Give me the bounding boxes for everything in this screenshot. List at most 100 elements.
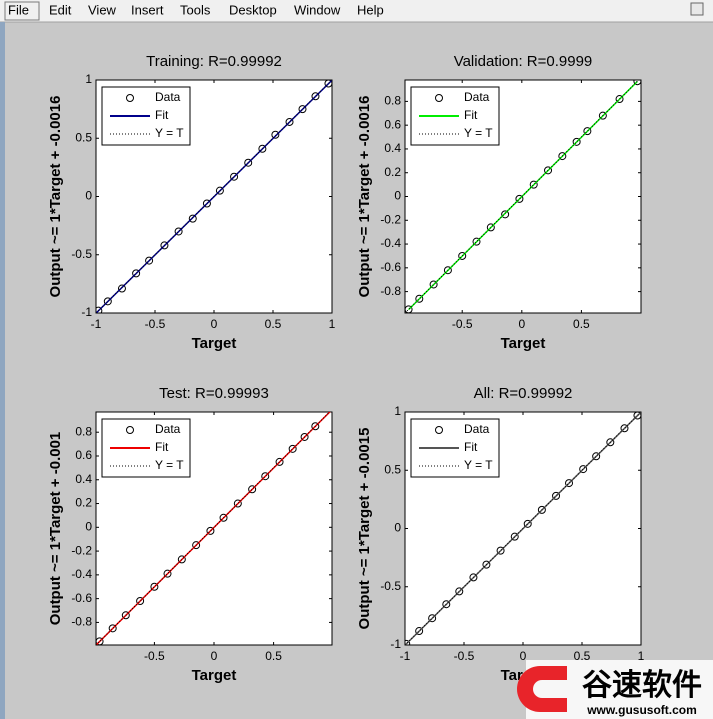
- data-point: [486, 223, 495, 232]
- x-tick-label: -1: [400, 649, 411, 663]
- legend-label: Data: [155, 90, 181, 104]
- data-point: [620, 424, 629, 433]
- x-tick-label: 0.5: [574, 649, 591, 663]
- data-point: [188, 214, 197, 223]
- y-tick-label: -0.2: [71, 543, 92, 557]
- x-tick-label: -1: [91, 317, 102, 331]
- y-tick-label: -0.5: [71, 247, 92, 261]
- plot-area: [96, 80, 332, 313]
- data-point: [428, 614, 437, 623]
- x-tick-label: -0.5: [145, 317, 166, 331]
- y-tick-label: -0.2: [380, 212, 401, 226]
- menu-item[interactable]: Insert: [131, 2, 164, 17]
- y-tick-label: 1: [394, 404, 401, 418]
- y-tick-label: 0.6: [75, 448, 92, 462]
- legend-marker: [126, 426, 134, 434]
- data-point: [501, 210, 510, 219]
- line: [96, 412, 331, 645]
- data-point: [415, 627, 424, 636]
- menu-item[interactable]: File: [8, 2, 29, 17]
- menu-bar: [0, 0, 713, 22]
- y-tick-label: 0: [85, 189, 92, 203]
- y-tick-label: 0.8: [75, 424, 92, 438]
- y-tick-label: 0.4: [75, 472, 92, 486]
- data-point: [544, 166, 553, 175]
- data-point: [583, 127, 592, 136]
- data-point: [598, 111, 607, 120]
- y-tick-label: 0.2: [384, 165, 401, 179]
- y-tick-label: 0.5: [384, 462, 401, 476]
- data-point: [552, 491, 561, 500]
- menu-item[interactable]: Tools: [180, 2, 211, 17]
- data-point: [565, 479, 574, 488]
- data-point: [285, 117, 294, 126]
- plot-area: [405, 412, 641, 645]
- data-point: [233, 499, 242, 508]
- watermark-brand: 谷速软件: [582, 669, 702, 702]
- y-axis-label: Output ~= 1*Target + -0.001: [47, 432, 64, 626]
- data-point: [606, 438, 615, 447]
- data-point: [558, 152, 567, 161]
- data-point: [592, 452, 601, 461]
- legend-label: Y = T: [464, 126, 493, 140]
- x-tick-label: -0.5: [452, 317, 473, 331]
- data-point: [429, 280, 438, 289]
- menu-item[interactable]: Window: [294, 2, 341, 17]
- menu-item[interactable]: Desktop: [229, 2, 277, 17]
- y-tick-label: -0.8: [380, 284, 401, 298]
- data-point: [633, 412, 641, 420]
- legend-label: Data: [464, 422, 490, 436]
- data-point: [523, 519, 532, 528]
- data-point: [136, 597, 145, 606]
- y-tick-label: 0.6: [384, 117, 401, 131]
- data-point: [271, 130, 280, 139]
- data-point: [145, 256, 154, 265]
- line: [405, 80, 639, 313]
- menu-item[interactable]: Edit: [49, 2, 72, 17]
- data-point: [510, 532, 519, 541]
- x-axis-label: Target: [192, 667, 237, 684]
- data-point: [615, 95, 624, 104]
- menu-item[interactable]: View: [88, 2, 117, 17]
- chart-title: All: R=0.99992: [474, 385, 573, 402]
- y-tick-label: -0.4: [380, 236, 401, 250]
- data-point: [261, 472, 270, 481]
- data-point: [202, 199, 211, 208]
- data-point: [572, 137, 581, 146]
- y-axis-label: Output ~= 1*Target + -0.0015: [356, 428, 373, 630]
- data-point: [258, 144, 267, 153]
- line: [96, 80, 332, 313]
- data-point: [160, 241, 169, 250]
- data-point: [103, 297, 112, 306]
- data-point: [469, 573, 478, 582]
- y-tick-label: 0: [394, 189, 401, 203]
- y-tick-label: -0.5: [380, 579, 401, 593]
- close-button[interactable]: [690, 2, 704, 16]
- data-point: [496, 546, 505, 555]
- x-axis-label: Target: [192, 335, 237, 352]
- legend-marker: [435, 426, 443, 434]
- data-point: [442, 600, 451, 609]
- x-tick-label: 0: [520, 649, 527, 663]
- legend-label: Y = T: [155, 126, 184, 140]
- data-point: [215, 186, 224, 195]
- data-point: [415, 294, 424, 303]
- legend-label: Data: [155, 422, 181, 436]
- legend-label: Fit: [464, 440, 478, 454]
- data-point: [311, 92, 320, 101]
- y-tick-label: 0: [394, 521, 401, 535]
- y-axis-label: Output ~= 1*Target + -0.0016: [47, 96, 64, 298]
- chart-title: Test: R=0.99993: [159, 385, 269, 402]
- legend-label: Y = T: [464, 458, 493, 472]
- data-point: [515, 194, 524, 203]
- data-point: [579, 465, 588, 474]
- data-point: [633, 80, 641, 86]
- menu-item[interactable]: Help: [357, 2, 384, 17]
- data-point: [206, 526, 215, 535]
- data-point: [108, 624, 117, 633]
- data-point: [248, 485, 257, 494]
- x-tick-label: 0.5: [573, 317, 590, 331]
- line: [405, 412, 641, 645]
- watermark: 谷速软件 www.gususoft.com: [517, 660, 713, 719]
